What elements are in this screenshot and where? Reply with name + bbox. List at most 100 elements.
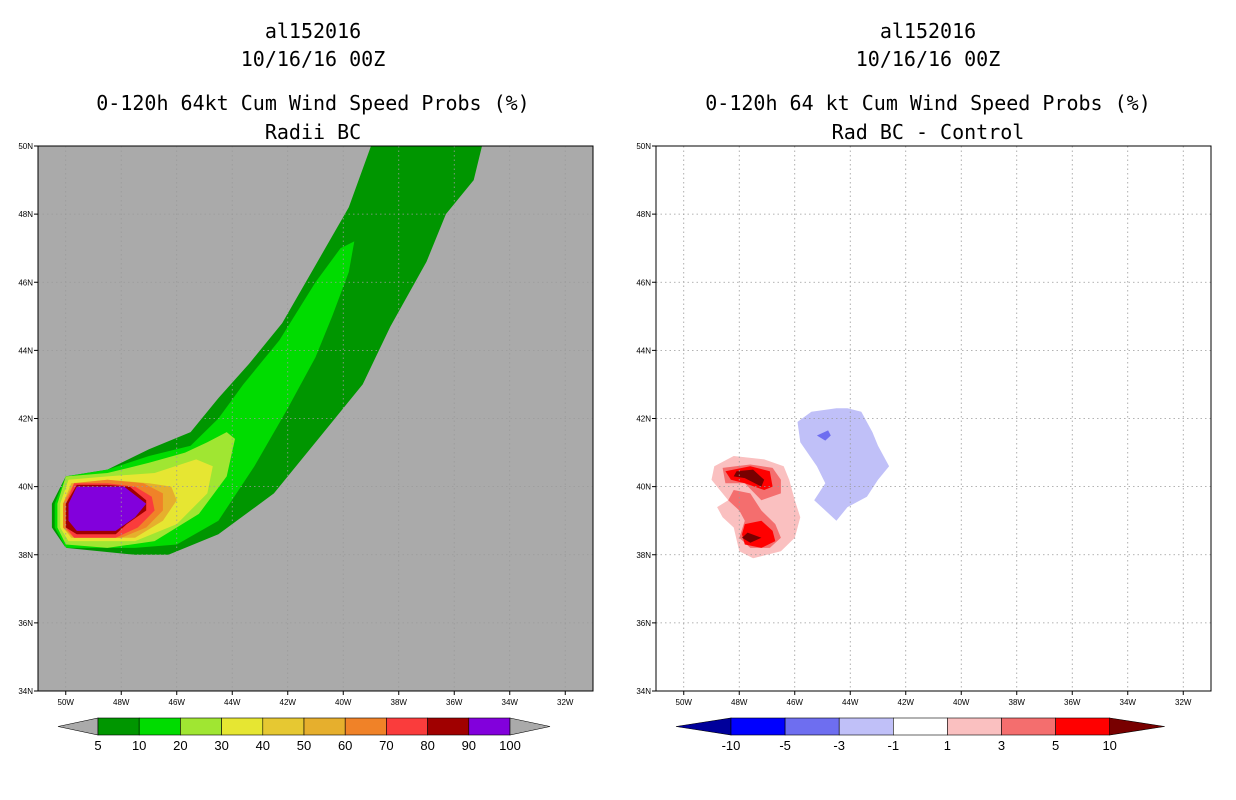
y-tick-label: 34N <box>636 687 651 696</box>
colorbar-right-arrow <box>509 717 551 736</box>
y-tick-label: 46N <box>636 278 651 287</box>
colorbar-segment <box>386 717 428 736</box>
x-tick-label: 50W <box>58 698 75 707</box>
title-line-1: al152016 <box>880 19 976 43</box>
difference-contours <box>711 408 890 559</box>
colorbar-label: 1 <box>944 738 951 753</box>
left-panel-radii-bc: al152016 10/16/16 00Z 0-120h 64kt Cum Wi… <box>18 19 594 753</box>
colorbar-left-arrow <box>675 717 732 736</box>
title-line-2: 10/16/16 00Z <box>241 47 386 71</box>
lat-lon-grid <box>656 146 1211 691</box>
plot-background <box>656 146 1211 691</box>
x-tick-label: 38W <box>1009 698 1026 707</box>
colorbar-segment <box>262 717 305 736</box>
lat-lon-grid <box>38 146 593 691</box>
axis-ticks: 50W 48W 46W 44W 42W 40W 38W 36W 34W 32W 34N 36N 38N 4… <box>18 142 574 707</box>
x-tick-label: 38W <box>391 698 408 707</box>
colorbar-label: -3 <box>833 738 845 753</box>
y-tick-label: 50N <box>636 142 651 151</box>
title-line-4: Radii BC <box>265 120 361 144</box>
x-tick-label: 48W <box>113 698 130 707</box>
colorbar-segment <box>468 717 511 736</box>
x-tick-label: 42W <box>280 698 297 707</box>
colorbar-segment <box>1001 717 1056 736</box>
x-tick-label: 46W <box>169 698 186 707</box>
y-tick-label: 44N <box>18 346 33 355</box>
colorbar-segment <box>303 717 346 736</box>
title-line-1: al152016 <box>265 19 361 43</box>
y-tick-label: 50N <box>18 142 33 151</box>
x-tick-label: 44W <box>224 698 241 707</box>
y-tick-label: 36N <box>636 619 651 628</box>
colorbar-label: 100 <box>499 738 521 753</box>
x-tick-label: 46W <box>787 698 804 707</box>
colorbar-label: -10 <box>722 738 741 753</box>
y-tick-label: 48N <box>18 210 33 219</box>
colorbar-label: 50 <box>297 738 311 753</box>
colorbar-segment <box>427 717 470 736</box>
x-tick-label: 34W <box>1120 698 1137 707</box>
y-tick-label: 42N <box>18 415 33 424</box>
colorbar-label: 40 <box>256 738 270 753</box>
colorbar-label: 80 <box>420 738 434 753</box>
x-tick-label: 42W <box>898 698 915 707</box>
x-tick-label: 44W <box>842 698 859 707</box>
colorbar: -10 -5 -3 -1 1 3 5 10 <box>675 717 1165 753</box>
y-tick-label: 36N <box>18 619 33 628</box>
x-tick-label: 40W <box>335 698 352 707</box>
y-tick-label: 38N <box>18 551 33 560</box>
title-line-4: Rad BC - Control <box>832 120 1025 144</box>
colorbar-segment <box>344 717 387 736</box>
contour-level-neg3 <box>816 430 831 441</box>
colorbar-label: 90 <box>462 738 476 753</box>
y-tick-label: 34N <box>18 687 33 696</box>
y-tick-label: 42N <box>636 415 651 424</box>
x-tick-label: 36W <box>1064 698 1081 707</box>
colorbar-label: 5 <box>94 738 101 753</box>
y-tick-label: 40N <box>636 483 651 492</box>
colorbar-label: 30 <box>214 738 228 753</box>
colorbar-segment <box>838 717 894 736</box>
y-tick-label: 38N <box>636 551 651 560</box>
colorbar-label: 10 <box>1102 738 1116 753</box>
colorbar-label: 3 <box>998 738 1005 753</box>
colorbar-label: 5 <box>1052 738 1059 753</box>
colorbar-label: 70 <box>379 738 393 753</box>
y-tick-label: 48N <box>636 210 651 219</box>
y-tick-label: 46N <box>18 278 33 287</box>
x-tick-label: 32W <box>1175 698 1192 707</box>
right-panel-rad-bc-minus-control: al152016 10/16/16 00Z 0-120h 64 kt Cum W… <box>636 19 1212 753</box>
colorbar-segment <box>97 717 140 736</box>
colorbar-segment <box>892 717 948 736</box>
probability-contours <box>51 146 483 555</box>
x-tick-label: 36W <box>446 698 463 707</box>
x-tick-label: 50W <box>676 698 693 707</box>
title-line-2: 10/16/16 00Z <box>856 47 1001 71</box>
y-tick-label: 40N <box>18 483 33 492</box>
colorbar-segment <box>730 717 786 736</box>
x-tick-label: 40W <box>953 698 970 707</box>
contour-level-10 <box>733 469 765 487</box>
contour-level-5 <box>51 146 483 555</box>
contour-level-90 <box>68 486 147 531</box>
x-tick-label: 34W <box>502 698 519 707</box>
title-line-3: 0-120h 64kt Cum Wind Speed Probs (%) <box>96 91 529 115</box>
colorbar: 5 10 20 30 40 50 60 70 80 90 100 <box>57 717 551 753</box>
contour-level-10 <box>742 532 762 543</box>
colorbar-label: -5 <box>779 738 791 753</box>
colorbar-segment <box>180 717 222 736</box>
colorbar-left-arrow <box>57 717 99 736</box>
colorbar-segment <box>1055 717 1110 736</box>
colorbar-label: -1 <box>888 738 900 753</box>
colorbar-segment <box>138 717 181 736</box>
x-tick-label: 32W <box>557 698 574 707</box>
colorbar-segment <box>221 717 264 736</box>
title-line-3: 0-120h 64 kt Cum Wind Speed Probs (%) <box>705 91 1151 115</box>
colorbar-right-arrow <box>1109 717 1165 736</box>
axis-ticks: 50W 48W 46W 44W 42W 40W 38W 36W 34W 32W 34N 36N 38N 4… <box>636 142 1192 707</box>
colorbar-segment <box>947 717 1002 736</box>
y-tick-label: 44N <box>636 346 651 355</box>
x-tick-label: 48W <box>731 698 748 707</box>
colorbar-label: 60 <box>338 738 352 753</box>
